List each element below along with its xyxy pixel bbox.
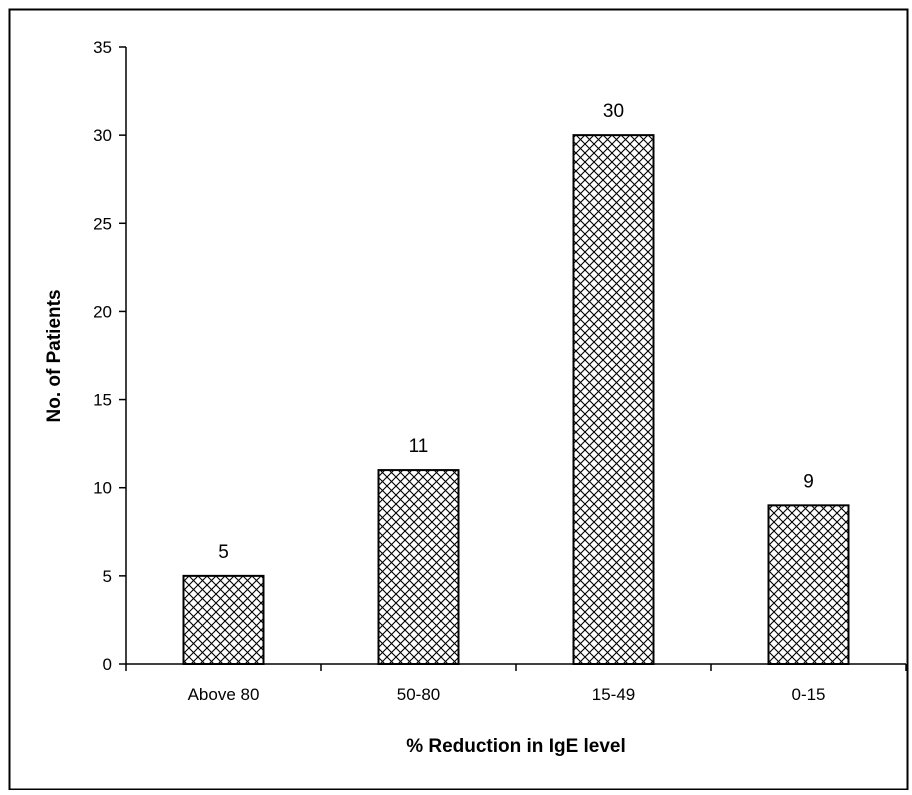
bar-value-label: 9 (803, 471, 814, 492)
y-tick-label: 15 (93, 391, 112, 410)
x-tick-label: 0-15 (791, 685, 825, 704)
y-tick-label: 35 (93, 38, 112, 57)
bar (184, 576, 264, 664)
x-tick-label: Above 80 (188, 685, 260, 704)
x-tick-label: 15-49 (592, 685, 635, 704)
y-tick-label: 5 (103, 567, 112, 586)
y-tick-label: 30 (93, 126, 112, 145)
x-axis-title: % Reduction in IgE level (406, 736, 626, 757)
y-axis-title: No. of Patients (44, 289, 65, 422)
x-tick-label: 50-80 (397, 685, 440, 704)
bar (769, 505, 849, 664)
y-tick-label: 20 (93, 302, 112, 321)
y-tick-label: 25 (93, 214, 112, 233)
y-tick-label: 10 (93, 479, 112, 498)
bar-value-label: 30 (603, 101, 624, 122)
y-tick-label: 0 (103, 655, 112, 674)
chart-frame (10, 10, 908, 790)
bar (379, 470, 459, 664)
bar-value-label: 11 (409, 436, 429, 457)
bar-value-label: 5 (218, 542, 229, 563)
bar (574, 135, 654, 664)
